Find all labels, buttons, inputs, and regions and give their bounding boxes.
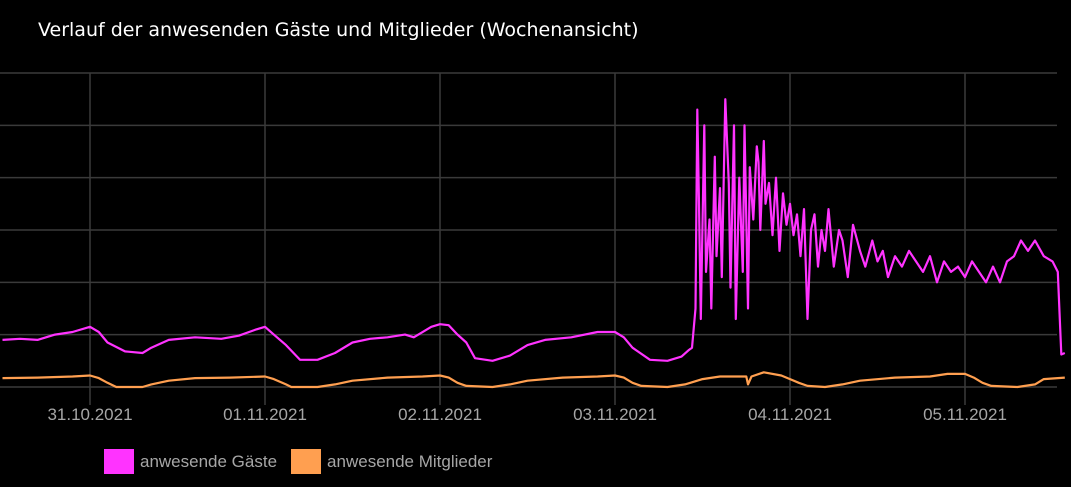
x-tick-label-4: 04.11.2021 (748, 405, 832, 424)
x-tick-label-5: 05.11.2021 (923, 405, 1007, 424)
legend-item-guests[interactable]: anwesende Gäste (104, 449, 277, 474)
series-line-0 (2, 98, 1066, 362)
x-tick-label-2: 02.11.2021 (398, 405, 482, 424)
legend: anwesende Gäste anwesende Mitglieder (104, 449, 506, 474)
x-tick-label-3: 03.11.2021 (573, 405, 657, 424)
x-tick-label-0: 31.10.2021 (47, 405, 132, 424)
vertical-gridlines (89, 73, 966, 405)
series-lines (2, 98, 1066, 389)
legend-swatch-guests (104, 449, 134, 474)
legend-swatch-members (291, 449, 322, 474)
series-line-1 (2, 371, 1065, 389)
legend-label-members: anwesende Mitglieder (327, 451, 493, 471)
legend-item-members[interactable]: anwesende Mitglieder (291, 449, 492, 474)
x-axis-tick-labels: 31.10.2021 01.11.2021 02.11.2021 03.11.2021… (47, 405, 1006, 424)
x-tick-label-1: 01.11.2021 (223, 405, 307, 424)
horizontal-gridlines (0, 72, 1057, 388)
chart-title: Verlauf der anwesenden Gäste und Mitglie… (38, 19, 639, 41)
legend-label-guests: anwesende Gäste (140, 451, 278, 471)
